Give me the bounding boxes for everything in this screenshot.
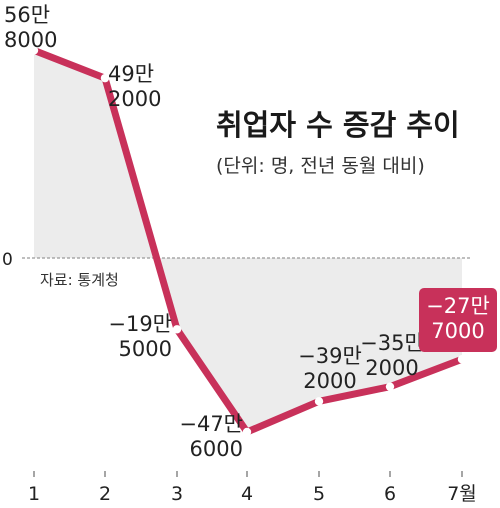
x-tick-label-2: 2	[99, 483, 111, 505]
value-label-4-line-1: −47만	[179, 412, 243, 436]
x-tick-label-5: 5	[313, 483, 325, 505]
value-label-5-line-1: −39만	[298, 344, 362, 368]
value-label-2-line-1: 49만	[108, 62, 154, 86]
data-point-6	[385, 382, 395, 391]
highlight-label-box	[419, 288, 497, 352]
data-point-3	[172, 325, 182, 334]
area-fill	[34, 50, 462, 432]
x-tick-label-6: 6	[384, 483, 396, 505]
zero-label: 0	[2, 250, 13, 270]
value-label-3-line-2: 5000	[119, 337, 172, 361]
data-point-4	[242, 427, 252, 437]
data-point-5	[314, 397, 324, 406]
data-point-1	[29, 46, 39, 55]
data-point-7	[457, 355, 467, 364]
value-label-5-line-2: 2000	[303, 369, 356, 393]
value-label-2-line-2: 2000	[108, 87, 161, 111]
source-note: 자료: 통계청	[40, 271, 119, 289]
data-point-2	[100, 73, 110, 83]
value-label-4-line-2: 6000	[190, 437, 243, 461]
x-tick-label-4: 4	[241, 483, 253, 505]
value-label-7-line-1: −27만	[426, 294, 490, 318]
chart-subtitle: (단위: 명, 전년 동월 대비)	[216, 155, 425, 177]
value-label-1-line-1: 56만	[4, 3, 50, 27]
value-label-6-line-2: 2000	[365, 356, 418, 380]
chart-title: 취업자 수 증감 추이	[216, 108, 460, 142]
value-label-7-line-2: 7000	[431, 319, 484, 343]
x-tick-label-7: 7월	[447, 483, 477, 505]
x-tick-label-3: 3	[171, 483, 183, 505]
x-tick-label-1: 1	[28, 483, 40, 505]
value-label-6-line-1: −35만	[360, 331, 424, 355]
value-label-1-line-2: 8000	[4, 28, 57, 52]
value-label-3-line-1: −19만	[108, 312, 172, 336]
